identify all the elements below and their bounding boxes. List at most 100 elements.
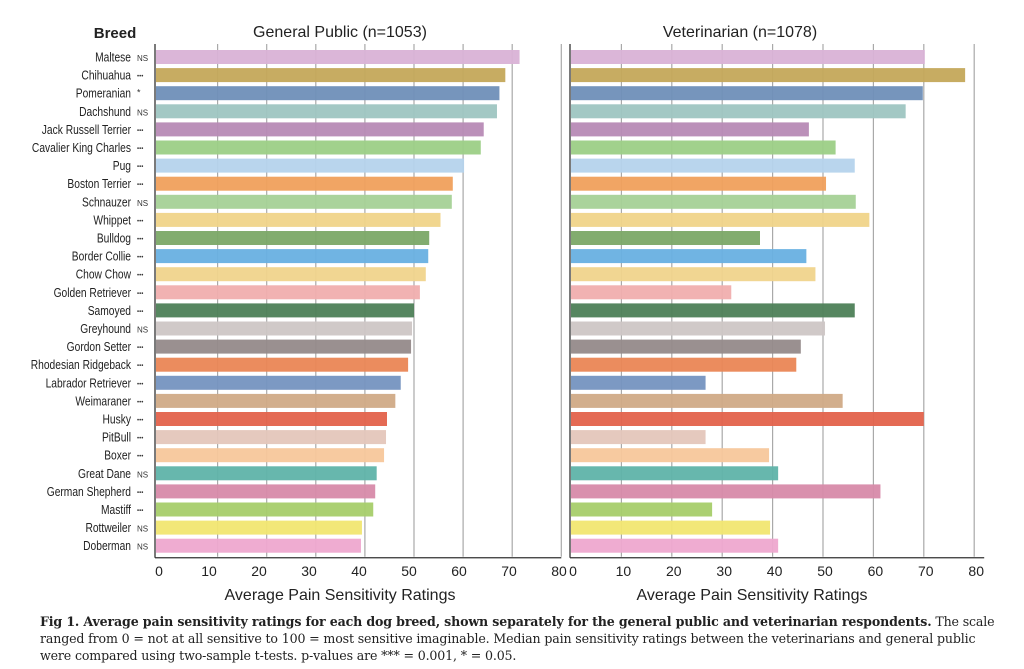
tick-label-20: 20 — [251, 563, 267, 579]
tick-label-50: 50 — [817, 563, 833, 579]
caption-text: The scale ranged from 0 = not at all sen… — [40, 614, 995, 663]
significance-mark: ••• — [137, 309, 143, 315]
breed-label: Schnauzer — [82, 196, 131, 209]
gridlines-veterinarian — [569, 43, 985, 559]
breed-label: German Shepherd — [47, 486, 131, 499]
bars-veterinarian — [571, 50, 966, 553]
significance-mark: NS — [137, 54, 148, 63]
tick-label-20: 20 — [666, 563, 682, 579]
bar-general-public-doberman — [156, 538, 361, 553]
breed-label: PitBull — [102, 432, 131, 445]
significance-mark: ••• — [137, 364, 143, 370]
bar-veterinarian-schnauzer — [571, 194, 856, 209]
bar-veterinarian-pomeranian — [571, 86, 923, 101]
bar-veterinarian-boston-terrier — [571, 176, 827, 191]
breed-label: Rottweiler — [85, 522, 131, 535]
caption-bold: Fig 1. Average pain sensitivity ratings … — [40, 614, 932, 629]
breed-label: Weimaraner — [75, 396, 131, 409]
bar-general-public-whippet — [156, 212, 441, 227]
x-axis-label-veterinarian: Average Pain Sensitivity Ratings — [637, 587, 868, 604]
tick-label-50: 50 — [401, 563, 417, 579]
bar-veterinarian-rottweiler — [571, 520, 771, 535]
bar-veterinarian-dachshund — [571, 104, 906, 119]
significance-mark: ••• — [137, 291, 143, 297]
significance-mark: NS — [137, 326, 148, 335]
significance-mark: ••• — [137, 165, 143, 171]
breed-label: Chow Chow — [76, 269, 132, 282]
bar-veterinarian-german-shepherd — [571, 484, 881, 499]
breed-label: Chihuahua — [81, 70, 131, 83]
significance-mark: ••• — [137, 418, 143, 424]
breed-label: Pomeranian — [76, 88, 131, 101]
bar-general-public-boxer — [156, 448, 385, 463]
tick-label-0: 0 — [569, 563, 577, 579]
tick-label-60: 60 — [451, 563, 467, 579]
bar-general-public-chihuahua — [156, 68, 506, 83]
bar-general-public-weimaraner — [156, 393, 396, 408]
bar-general-public-samoyed — [156, 303, 414, 318]
bar-veterinarian-greyhound — [571, 321, 826, 336]
significance-mark: ••• — [137, 219, 143, 225]
significance-mark: ••• — [137, 382, 143, 388]
bar-general-public-greyhound — [156, 321, 413, 336]
breed-label: Dachshund — [79, 106, 131, 119]
bar-general-public-boston-terrier — [156, 176, 453, 191]
bar-general-public-schnauzer — [156, 194, 452, 209]
significance-mark: ••• — [137, 183, 143, 189]
breed-label: Husky — [103, 414, 132, 427]
significance-mark: NS — [137, 543, 148, 552]
bar-general-public-bulldog — [156, 231, 430, 245]
breed-label: Greyhound — [80, 323, 131, 336]
significance-mark: NS — [137, 199, 148, 208]
significance-mark: ••• — [137, 400, 143, 406]
bar-general-public-golden-retriever — [156, 285, 420, 300]
breed-label: Rhodesian Ridgeback — [31, 359, 131, 372]
significance-mark: ••• — [137, 74, 143, 80]
significance-mark: NS — [137, 108, 148, 117]
breed-label: Cavalier King Charles — [32, 142, 131, 155]
breed-label: Gordon Setter — [67, 341, 132, 354]
tick-label-30: 30 — [716, 563, 732, 579]
significance-mark: ••• — [137, 490, 143, 496]
breed-labels: Maltese Chihuahua Pomeranian Dachshund Jack … — [31, 52, 132, 554]
significance-mark: ••• — [137, 346, 143, 352]
significance-mark: ••• — [137, 273, 143, 279]
bar-general-public-great-dane — [156, 466, 377, 481]
bar-general-public-pomeranian — [156, 86, 500, 101]
gridlines-general-public — [154, 43, 562, 559]
breed-label: Boxer — [104, 450, 131, 463]
x-axis-label-general-public: Average Pain Sensitivity Ratings — [225, 587, 456, 604]
bar-general-public-german-shepherd — [156, 484, 376, 499]
panel-title-general-public: General Public (n=1053) — [253, 24, 427, 41]
breed-label: Maltese — [95, 52, 131, 65]
chart: Breed General Public (n=1053) Veterinari… — [31, 24, 985, 604]
breed-label: Border Collie — [72, 251, 131, 264]
breed-label: Jack Russell Terrier — [42, 124, 131, 137]
bar-general-public-labrador-retriever — [156, 375, 401, 390]
breed-label: Golden Retriever — [54, 287, 132, 300]
bar-veterinarian-doberman — [571, 538, 779, 553]
bar-veterinarian-rhodesian-ridgeback — [571, 357, 797, 372]
tick-label-10: 10 — [616, 563, 632, 579]
bar-general-public-husky — [156, 412, 387, 426]
significance-mark: NS — [137, 525, 148, 534]
breed-label: Great Dane — [78, 468, 131, 481]
significance-mark: NS — [137, 470, 148, 479]
bar-general-public-rhodesian-ridgeback — [156, 357, 409, 372]
tick-label-40: 40 — [767, 563, 783, 579]
tick-label-70: 70 — [918, 563, 934, 579]
bar-veterinarian-pitbull — [571, 430, 706, 445]
tick-label-0: 0 — [155, 563, 163, 579]
breed-label: Pug — [113, 160, 131, 173]
breed-label: Samoyed — [88, 305, 131, 318]
breed-label: Bulldog — [97, 233, 131, 246]
bar-general-public-gordon-setter — [156, 339, 412, 354]
bar-general-public-cavalier-king-charles — [156, 140, 481, 155]
bar-general-public-dachshund — [156, 104, 497, 119]
x-ticks-general-public: 0 10 20 30 40 50 60 70 80 — [155, 563, 567, 579]
bar-veterinarian-pug — [571, 158, 855, 173]
tick-label-70: 70 — [501, 563, 517, 579]
panel-title-veterinarian: Veterinarian (n=1078) — [663, 24, 817, 41]
tick-label-40: 40 — [351, 563, 367, 579]
significance-mark: ••• — [137, 147, 143, 153]
